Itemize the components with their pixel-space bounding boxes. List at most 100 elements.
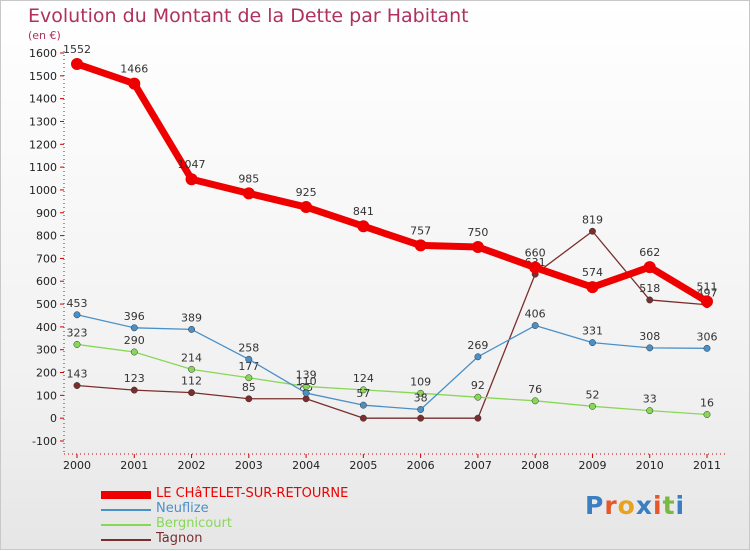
data-label: 925 [296,186,317,199]
data-label: 389 [181,311,202,324]
series-point-2 [531,322,539,329]
data-label: 1047 [178,158,206,171]
y-tick-label: -100 [32,435,57,448]
series-line-1 [75,60,709,305]
y-tick-label: 1600 [29,47,57,60]
series-point-1 [71,57,83,70]
data-label: 38 [414,392,428,405]
x-tick-label: 2000 [63,459,91,472]
x-tick-label: 2005 [349,459,377,472]
data-label: 139 [296,368,317,381]
series-point-2 [474,353,482,361]
legend-label: LE CHâTELET-SUR-RETOURNE [156,486,349,501]
series-line-3 [76,343,708,416]
series-point-2 [359,401,367,409]
series-point-3 [703,411,711,418]
series-point-4 [417,414,425,422]
x-tick-label: 2001 [120,459,148,472]
y-tick-label: 1100 [29,161,57,174]
series-point-3 [73,341,81,348]
x-tick-label: 2010 [636,459,664,472]
data-label: 258 [238,341,259,354]
y-tick-label: 400 [36,321,57,334]
data-label: 574 [582,266,603,279]
data-label: 453 [67,297,88,310]
series-point-3 [245,374,253,382]
data-label: 660 [525,247,546,260]
data-label: 406 [525,308,546,321]
series-point-4 [130,386,138,394]
data-label: 143 [67,368,88,381]
series-line-4 [76,230,708,419]
data-label: 662 [639,246,660,259]
data-label: 985 [238,172,259,185]
data-label: 841 [353,205,374,218]
data-label: 33 [643,393,657,406]
data-label: 518 [639,282,660,295]
data-label: 76 [528,383,542,396]
chart-subtitle: (en €) [28,29,61,42]
data-label: 511 [697,281,718,294]
series-point-3 [589,402,596,410]
series-point-3 [188,365,195,373]
y-tick-label: 100 [36,389,57,402]
y-tick-label: 1200 [29,138,57,151]
y-tick-label: 800 [36,230,57,243]
data-label: 750 [467,226,488,239]
legend-label: Bergnicourt [156,516,232,531]
series-point-1 [414,239,427,252]
data-label: 214 [181,351,202,364]
data-label: 396 [124,310,145,323]
data-label: 331 [582,325,603,338]
data-label: 1552 [63,43,91,56]
legend-swatch [101,524,151,526]
legend-swatch [101,491,151,499]
data-label: 92 [471,379,485,392]
y-tick-label: 1300 [29,115,57,128]
series-point-2 [589,339,596,347]
data-label: 308 [639,330,660,343]
series-point-3 [474,393,482,401]
y-tick-label: 700 [36,252,57,265]
y-tick-label: 500 [36,298,57,311]
series-point-4 [302,395,310,403]
y-tick-label: 600 [36,275,57,288]
series-point-2 [73,311,81,319]
series-point-1 [701,295,713,308]
series-point-1 [529,261,542,274]
series-point-3 [130,348,138,356]
data-label: 306 [697,330,718,343]
data-label: 110 [296,375,317,388]
data-label: 112 [181,375,202,388]
chart-title: Evolution du Montant de la Dette par Hab… [28,5,469,27]
x-tick-label: 2011 [693,459,721,472]
series-point-4 [245,395,253,403]
series-point-1 [643,261,656,274]
x-tick-label: 2009 [578,459,606,472]
data-label: 16 [700,397,714,410]
series-point-4 [188,389,195,397]
series-line-2 [76,314,708,411]
series-point-1 [357,220,370,233]
data-label: 819 [582,213,603,226]
series-point-1 [185,173,198,186]
series-point-2 [417,406,425,413]
series-point-3 [359,386,367,394]
x-tick-label: 2004 [292,459,320,472]
series-point-1 [300,201,313,214]
x-tick-label: 2003 [235,459,263,472]
y-tick-label: 900 [36,207,57,220]
series-point-2 [646,344,654,352]
series-point-2 [703,344,711,352]
series-point-4 [589,227,596,235]
series-point-3 [646,407,654,415]
x-tick-label: 2002 [178,459,206,472]
legend-label: Neuflize [156,501,209,516]
data-label: 1466 [120,63,148,76]
y-tick-label: 0 [50,412,57,425]
series-point-1 [128,77,141,90]
series-point-1 [242,187,255,200]
data-label: 109 [410,375,431,388]
